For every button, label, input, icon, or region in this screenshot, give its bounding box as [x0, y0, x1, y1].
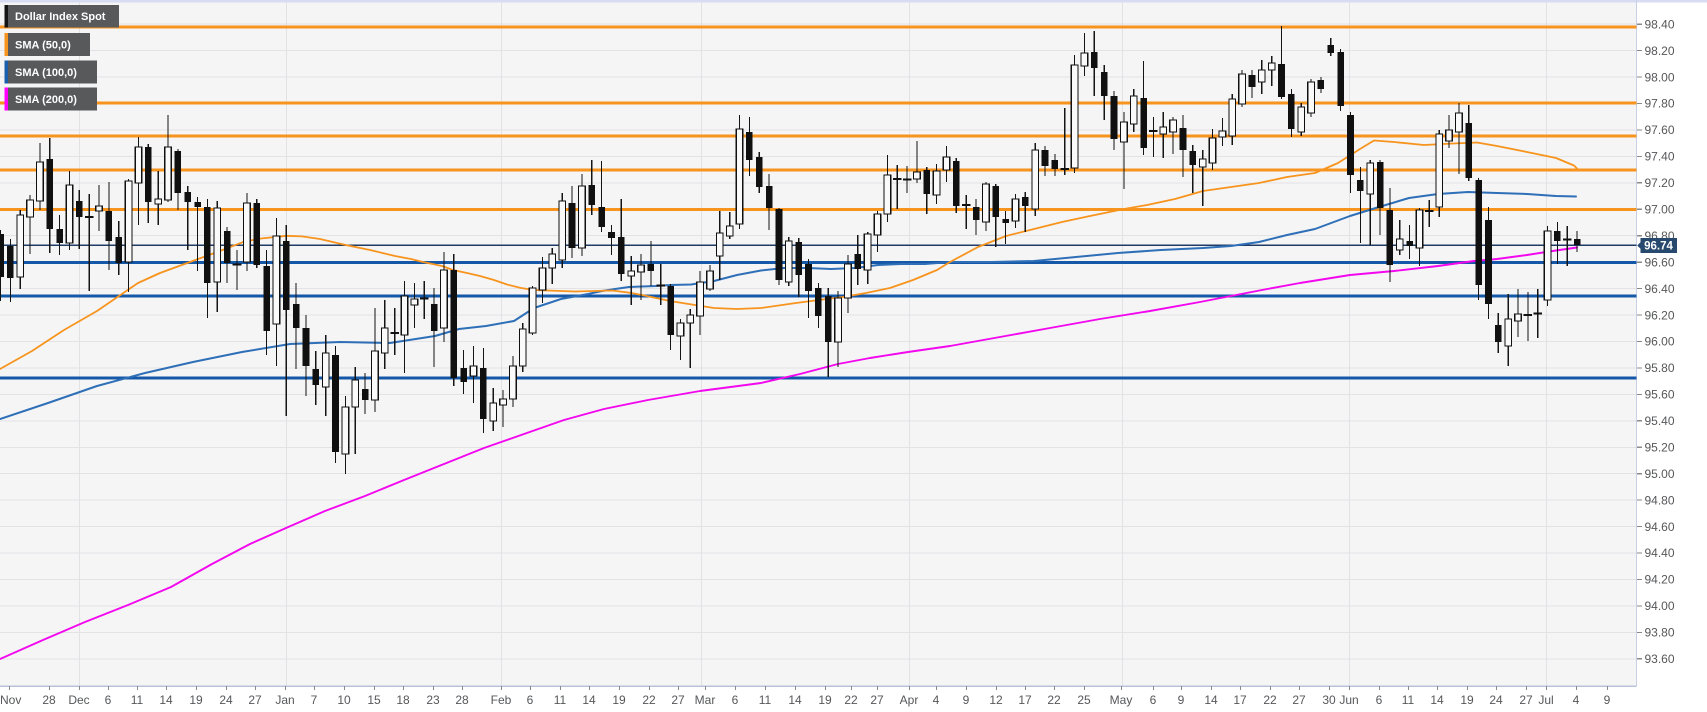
svg-text:Jul: Jul [1538, 693, 1553, 707]
svg-text:97.00: 97.00 [1645, 203, 1675, 217]
svg-text:May: May [1110, 693, 1133, 707]
svg-text:11: 11 [131, 693, 144, 707]
svg-text:93.80: 93.80 [1645, 626, 1675, 640]
svg-text:19: 19 [1460, 693, 1474, 707]
svg-text:95.80: 95.80 [1645, 361, 1675, 375]
svg-text:11: 11 [554, 693, 567, 707]
svg-text:7: 7 [311, 693, 318, 707]
svg-text:19: 19 [612, 693, 626, 707]
svg-text:95.40: 95.40 [1645, 414, 1675, 428]
svg-text:Dec: Dec [68, 693, 89, 707]
svg-text:27: 27 [1519, 693, 1533, 707]
svg-text:12: 12 [989, 693, 1003, 707]
svg-text:19: 19 [818, 693, 832, 707]
svg-text:11: 11 [759, 693, 772, 707]
svg-text:14: 14 [582, 693, 596, 707]
svg-text:Feb: Feb [491, 693, 512, 707]
svg-text:97.80: 97.80 [1645, 97, 1675, 111]
svg-text:27: 27 [1292, 693, 1306, 707]
svg-text:97.40: 97.40 [1645, 150, 1675, 164]
svg-text:10: 10 [337, 693, 351, 707]
svg-text:97.60: 97.60 [1645, 123, 1675, 137]
svg-text:11: 11 [1402, 693, 1415, 707]
svg-text:14: 14 [788, 693, 802, 707]
svg-text:15: 15 [367, 693, 381, 707]
svg-text:24: 24 [1489, 693, 1503, 707]
svg-text:17: 17 [1018, 693, 1032, 707]
svg-text:28: 28 [455, 693, 469, 707]
svg-text:24: 24 [219, 693, 233, 707]
svg-text:Dollar Index Spot: Dollar Index Spot [15, 11, 106, 23]
svg-text:94.40: 94.40 [1645, 546, 1675, 560]
svg-text:25: 25 [1077, 693, 1091, 707]
svg-text:14: 14 [1430, 693, 1444, 707]
svg-text:Nov: Nov [0, 693, 21, 707]
svg-text:6: 6 [1150, 693, 1157, 707]
svg-text:Apr: Apr [900, 693, 919, 707]
svg-text:14: 14 [159, 693, 173, 707]
svg-text:22: 22 [844, 693, 858, 707]
svg-text:94.80: 94.80 [1645, 493, 1675, 507]
svg-text:30: 30 [1322, 693, 1336, 707]
svg-text:4: 4 [1573, 693, 1580, 707]
svg-text:22: 22 [1047, 693, 1061, 707]
svg-text:SMA (50,0): SMA (50,0) [15, 40, 71, 52]
svg-text:96.20: 96.20 [1645, 308, 1675, 322]
svg-text:97.20: 97.20 [1645, 176, 1675, 190]
svg-text:Jun: Jun [1339, 693, 1358, 707]
svg-text:96.60: 96.60 [1645, 255, 1675, 269]
svg-text:23: 23 [426, 693, 440, 707]
svg-text:6: 6 [1376, 693, 1383, 707]
svg-text:17: 17 [1233, 693, 1247, 707]
svg-text:96.74: 96.74 [1644, 241, 1673, 253]
svg-text:19: 19 [189, 693, 203, 707]
svg-text:9: 9 [963, 693, 970, 707]
svg-text:Jan: Jan [275, 693, 294, 707]
svg-text:6: 6 [527, 693, 534, 707]
svg-text:96.00: 96.00 [1645, 335, 1675, 349]
svg-text:27: 27 [870, 693, 884, 707]
svg-text:9: 9 [1178, 693, 1185, 707]
svg-text:6: 6 [732, 693, 739, 707]
svg-text:6: 6 [105, 693, 112, 707]
svg-text:SMA (200,0): SMA (200,0) [15, 94, 77, 106]
svg-text:28: 28 [42, 693, 56, 707]
svg-text:94.20: 94.20 [1645, 573, 1675, 587]
svg-text:95.60: 95.60 [1645, 388, 1675, 402]
svg-text:96.40: 96.40 [1645, 282, 1675, 296]
svg-text:22: 22 [1263, 693, 1277, 707]
svg-text:SMA (100,0): SMA (100,0) [15, 67, 77, 79]
svg-text:9: 9 [1604, 693, 1611, 707]
svg-text:98.20: 98.20 [1645, 44, 1675, 58]
svg-text:95.00: 95.00 [1645, 467, 1675, 481]
svg-text:27: 27 [248, 693, 262, 707]
svg-text:Mar: Mar [695, 693, 716, 707]
svg-text:27: 27 [671, 693, 685, 707]
svg-text:95.20: 95.20 [1645, 441, 1675, 455]
svg-text:94.60: 94.60 [1645, 520, 1675, 534]
svg-text:93.60: 93.60 [1645, 652, 1675, 666]
svg-text:14: 14 [1204, 693, 1218, 707]
svg-text:4: 4 [933, 693, 940, 707]
svg-text:98.00: 98.00 [1645, 70, 1675, 84]
svg-text:22: 22 [642, 693, 656, 707]
svg-text:18: 18 [396, 693, 410, 707]
svg-text:94.00: 94.00 [1645, 599, 1675, 613]
svg-text:98.40: 98.40 [1645, 17, 1675, 31]
